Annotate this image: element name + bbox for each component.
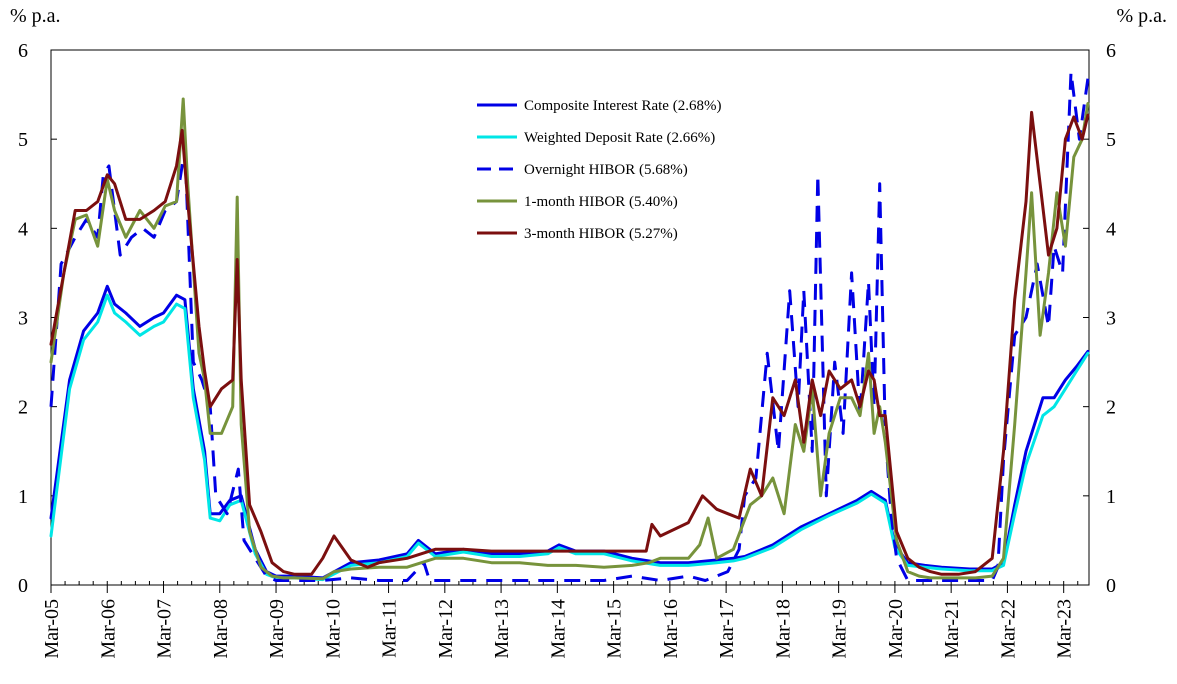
x-tick-label: Mar-15: [604, 599, 626, 659]
right-y-tick-label: 3: [1106, 308, 1116, 330]
left-y-tick-label: 4: [18, 218, 28, 240]
series-line-3: [49, 70, 1090, 582]
series-line-2: [49, 293, 1090, 582]
right-y-tick-label: 6: [1106, 40, 1116, 62]
legend-label-1: Composite Interest Rate (2.68%): [524, 98, 721, 114]
x-tick-label: Mar-19: [829, 599, 851, 659]
right-y-tick-label: 5: [1106, 129, 1116, 151]
x-tick-label: Mar-11: [379, 599, 401, 658]
legend-label-4: 1-month HIBOR (5.40%): [524, 194, 678, 210]
x-tick-label: Mar-07: [154, 599, 176, 659]
legend-label-2: Weighted Deposit Rate (2.66%): [524, 130, 715, 146]
right-y-tick-label: 2: [1106, 397, 1116, 419]
x-tick-label: Mar-20: [885, 599, 907, 659]
x-tick-label: Mar-13: [491, 599, 513, 659]
x-tick-label: Mar-18: [772, 599, 794, 659]
x-tick-label: Mar-16: [660, 599, 682, 659]
legend-label-5: 3-month HIBOR (5.27%): [524, 226, 678, 242]
right-y-tick-label: 4: [1106, 218, 1116, 240]
x-tick-label: Mar-22: [997, 599, 1019, 659]
x-tick-label: Mar-23: [1054, 599, 1076, 659]
x-tick-label: Mar-10: [322, 599, 344, 659]
x-tick-label: Mar-17: [716, 599, 738, 659]
series-line-1: [49, 284, 1090, 580]
x-tick-label: Mar-14: [547, 599, 569, 659]
legend-label-3: Overnight HIBOR (5.68%): [524, 162, 688, 178]
x-tick-label: Mar-21: [941, 599, 963, 659]
x-tick-label: Mar-08: [210, 599, 232, 659]
left-y-unit-label: % p.a.: [10, 5, 61, 27]
left-y-tick-label: 1: [18, 486, 28, 508]
left-y-tick-label: 3: [18, 308, 28, 330]
right-y-tick-label: 1: [1106, 486, 1116, 508]
axes: 0 0 1 1 2 2 3 3 4 4 5 5 6 6 Mar-05 Mar-06 Mar-07 Mar-08 Ma…: [18, 40, 1116, 659]
series-lines: [49, 70, 1090, 582]
x-tick-label: Mar-12: [435, 599, 457, 659]
right-y-unit-label: % p.a.: [1116, 5, 1167, 27]
x-tick-label: Mar-06: [97, 599, 119, 659]
legend: Composite Interest Rate (2.68%) Weighted …: [477, 98, 721, 242]
x-tick-label: Mar-09: [266, 599, 288, 659]
left-y-tick-label: 2: [18, 397, 28, 419]
right-y-tick-label: 0: [1106, 575, 1116, 597]
left-y-tick-label: 0: [18, 575, 28, 597]
left-y-tick-label: 6: [18, 40, 28, 62]
x-tick-label: Mar-05: [41, 599, 63, 659]
series-line-5: [49, 110, 1090, 576]
left-y-tick-label: 5: [18, 129, 28, 151]
